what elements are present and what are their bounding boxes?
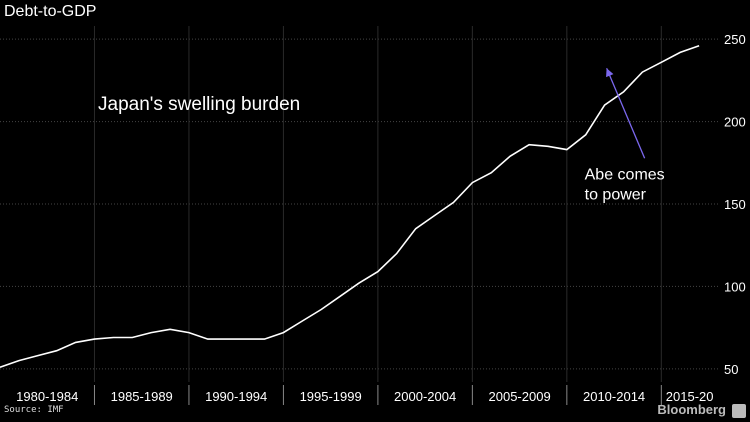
x-tick-label: 1995-1999: [300, 389, 362, 404]
chart-title: Japan's swelling burden: [98, 94, 300, 115]
y-tick-label: 250: [724, 32, 746, 47]
x-tick-label: 1980-1984: [16, 389, 78, 404]
y-tick-label: 150: [724, 197, 746, 212]
x-tick-label: 2005-2009: [489, 389, 551, 404]
annotation-arrow-head: [606, 68, 614, 78]
y-tick-label: 100: [724, 279, 746, 294]
bloomberg-brand: Bloomberg: [657, 402, 726, 417]
annotation-text: Abe comes: [585, 166, 665, 183]
x-tick-label: 2010-2014: [583, 389, 645, 404]
annotation-abe: Abe comes to power: [585, 68, 665, 203]
y-tick-label: 200: [724, 115, 746, 130]
chart-header-title: Debt-to-GDP: [4, 3, 97, 20]
y-tick-label: 50: [724, 362, 738, 377]
source-note: Source: IMF: [4, 405, 64, 415]
y-axis-ticks: 50 100 150 200 250: [724, 32, 746, 377]
annotation-text: to power: [585, 186, 647, 203]
x-tick-label: 1990-1994: [205, 389, 267, 404]
x-axis-ticks: 1980-1984 1985-1989 1990-1994 1995-1999 2000…: [16, 385, 714, 405]
x-tick-label: 1985-1989: [111, 389, 173, 404]
series-line-debt-to-gdp: [0, 45, 700, 368]
x-tick-label: 2015-20: [666, 389, 714, 404]
grid: [0, 26, 718, 382]
x-tick-label: 2000-2004: [394, 389, 456, 404]
bloomberg-logo-icon: [732, 404, 746, 418]
annotation-arrow: [606, 68, 646, 159]
